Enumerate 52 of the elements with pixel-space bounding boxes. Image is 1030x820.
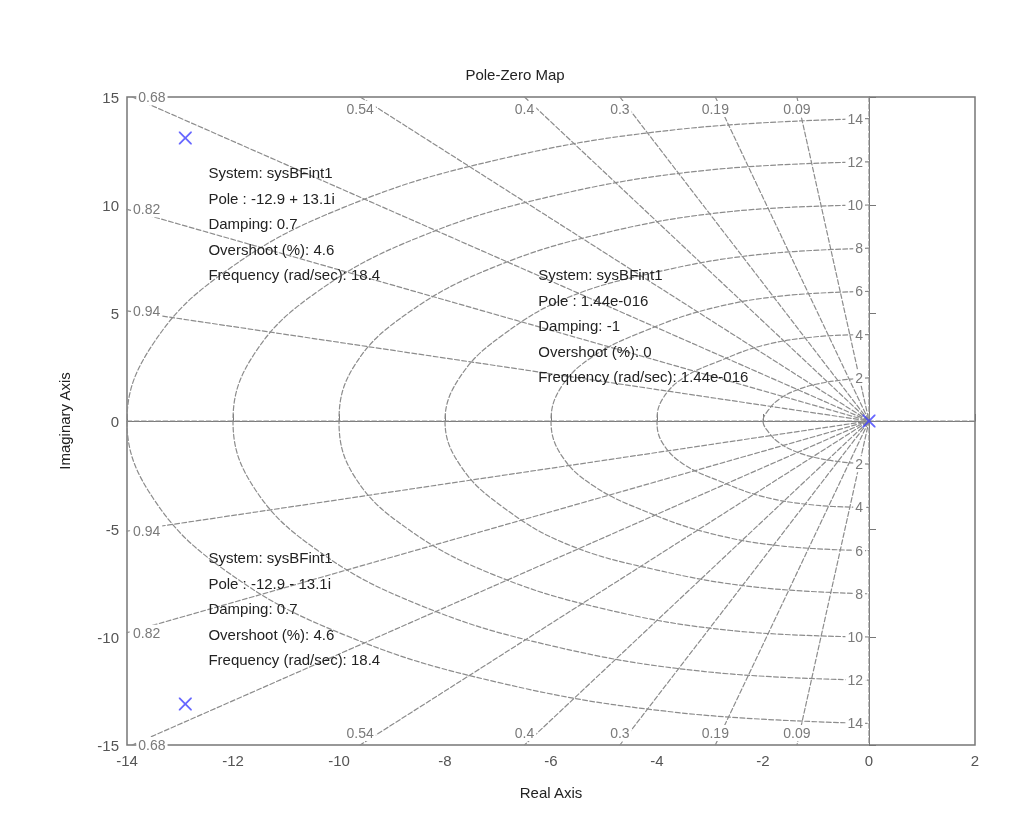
series-label: 0.09 bbox=[783, 725, 811, 741]
y-tick-label: 0 bbox=[110, 412, 119, 430]
text: 0.4 bbox=[514, 725, 535, 741]
text: 0.82 bbox=[133, 201, 161, 218]
x-tick-label: -14 bbox=[116, 752, 138, 769]
x-tick-label: -2 bbox=[756, 752, 770, 769]
text: 8 bbox=[855, 240, 863, 257]
y-tick-label: -15 bbox=[97, 736, 119, 754]
series-label: 0.19 bbox=[701, 101, 730, 117]
x-tick-label: -8 bbox=[438, 752, 452, 769]
x-tick-label: -12 bbox=[222, 752, 244, 769]
y-tick-label: 15 bbox=[102, 88, 119, 106]
x-axis-title: Real Axis bbox=[519, 784, 583, 801]
y-tick-label: 5 bbox=[110, 304, 119, 322]
x-tick-label: -4 bbox=[650, 752, 664, 769]
series-label: 4 bbox=[855, 326, 864, 343]
annotation: System: sysBFint1 Pole : -12.9 - 13.1i Damping: 0.7 Overshoot (%): 4.6 Frequency (rad/sec): 18.4 bbox=[208, 549, 381, 669]
text: 10 bbox=[847, 197, 863, 213]
series-label: 8 bbox=[855, 585, 864, 602]
text: 0.09 bbox=[783, 101, 811, 117]
series-label: 10 bbox=[847, 629, 864, 645]
x-tick-label: 0 bbox=[864, 752, 874, 769]
series-label: 6 bbox=[855, 542, 864, 559]
series-label: 0.4 bbox=[514, 101, 535, 117]
series-label: 12 bbox=[847, 153, 864, 170]
text: 0.68 bbox=[138, 737, 166, 753]
series-label: 0.82 bbox=[133, 624, 161, 641]
series-label: 0.94 bbox=[133, 302, 161, 319]
text: 0.19 bbox=[701, 725, 729, 741]
series-label: 0.3 bbox=[610, 725, 630, 741]
text: 12 bbox=[847, 672, 863, 689]
y-tick-label: -10 bbox=[97, 628, 119, 646]
series-label: 14 bbox=[847, 110, 864, 127]
chart-title: Pole-Zero Map bbox=[465, 66, 565, 83]
text: 0.94 bbox=[133, 523, 161, 540]
text: 4 bbox=[855, 499, 863, 516]
text: 2 bbox=[855, 456, 863, 473]
x-tick-label: 2 bbox=[970, 752, 980, 769]
series-label: 0.68 bbox=[138, 89, 166, 105]
x-tick-label: -10 bbox=[328, 752, 350, 769]
annotation: System: sysBFint1 Pole : -12.9 + 13.1i Damping: 0.7 Overshoot (%): 4.6 Frequency (rad/sec): 18.4 bbox=[208, 164, 381, 284]
y-tick-label: -5 bbox=[105, 520, 119, 538]
text: 0.3 bbox=[610, 101, 630, 117]
text: 0.54 bbox=[346, 725, 374, 741]
series-label: 0.54 bbox=[346, 101, 375, 117]
series-label: 2 bbox=[855, 369, 864, 386]
y-axis-title: Imaginary Axis bbox=[56, 372, 73, 470]
text: 6 bbox=[855, 283, 863, 300]
y-tick-label: 10 bbox=[102, 196, 119, 214]
x-tick-label: -6 bbox=[544, 752, 558, 769]
annotation: System: sysBFint1 Pole : 1.44e-016 Damping: -1 Overshoot (%): 0 Frequency (rad/sec): 1.44e-016 bbox=[538, 266, 749, 386]
text: 14 bbox=[847, 715, 863, 732]
